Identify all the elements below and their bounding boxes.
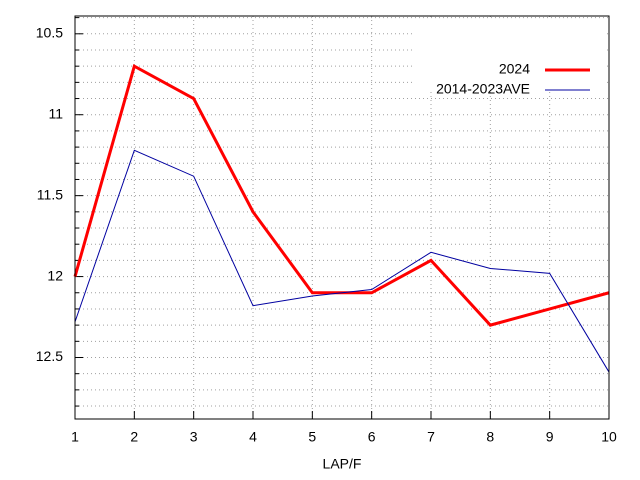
x-tick-label: 8 (486, 429, 494, 445)
y-tick-label: 12.5 (36, 348, 63, 364)
x-tick-label: 2 (130, 429, 138, 445)
x-tick-label: 10 (601, 429, 617, 445)
legend-label: 2014-2023AVE (436, 81, 530, 97)
x-tick-label: 5 (308, 429, 316, 445)
x-tick-label: 9 (546, 429, 554, 445)
y-tick-label: 12 (47, 267, 63, 283)
x-tick-label: 4 (249, 429, 257, 445)
x-axis-label: LAP/F (323, 456, 362, 472)
y-tick-label: 11.5 (37, 186, 63, 202)
y-tick-label: 11 (48, 105, 63, 121)
x-tick-label: 6 (368, 429, 376, 445)
x-tick-label: 7 (427, 429, 435, 445)
plot-frame (74, 15, 610, 420)
legend-label: 2024 (499, 61, 530, 77)
x-tick-label: 3 (190, 429, 198, 445)
y-tick-label: 10.5 (36, 25, 63, 41)
legend-box (415, 20, 605, 90)
series-line (74, 149, 610, 373)
x-tick-label: 1 (71, 429, 79, 445)
